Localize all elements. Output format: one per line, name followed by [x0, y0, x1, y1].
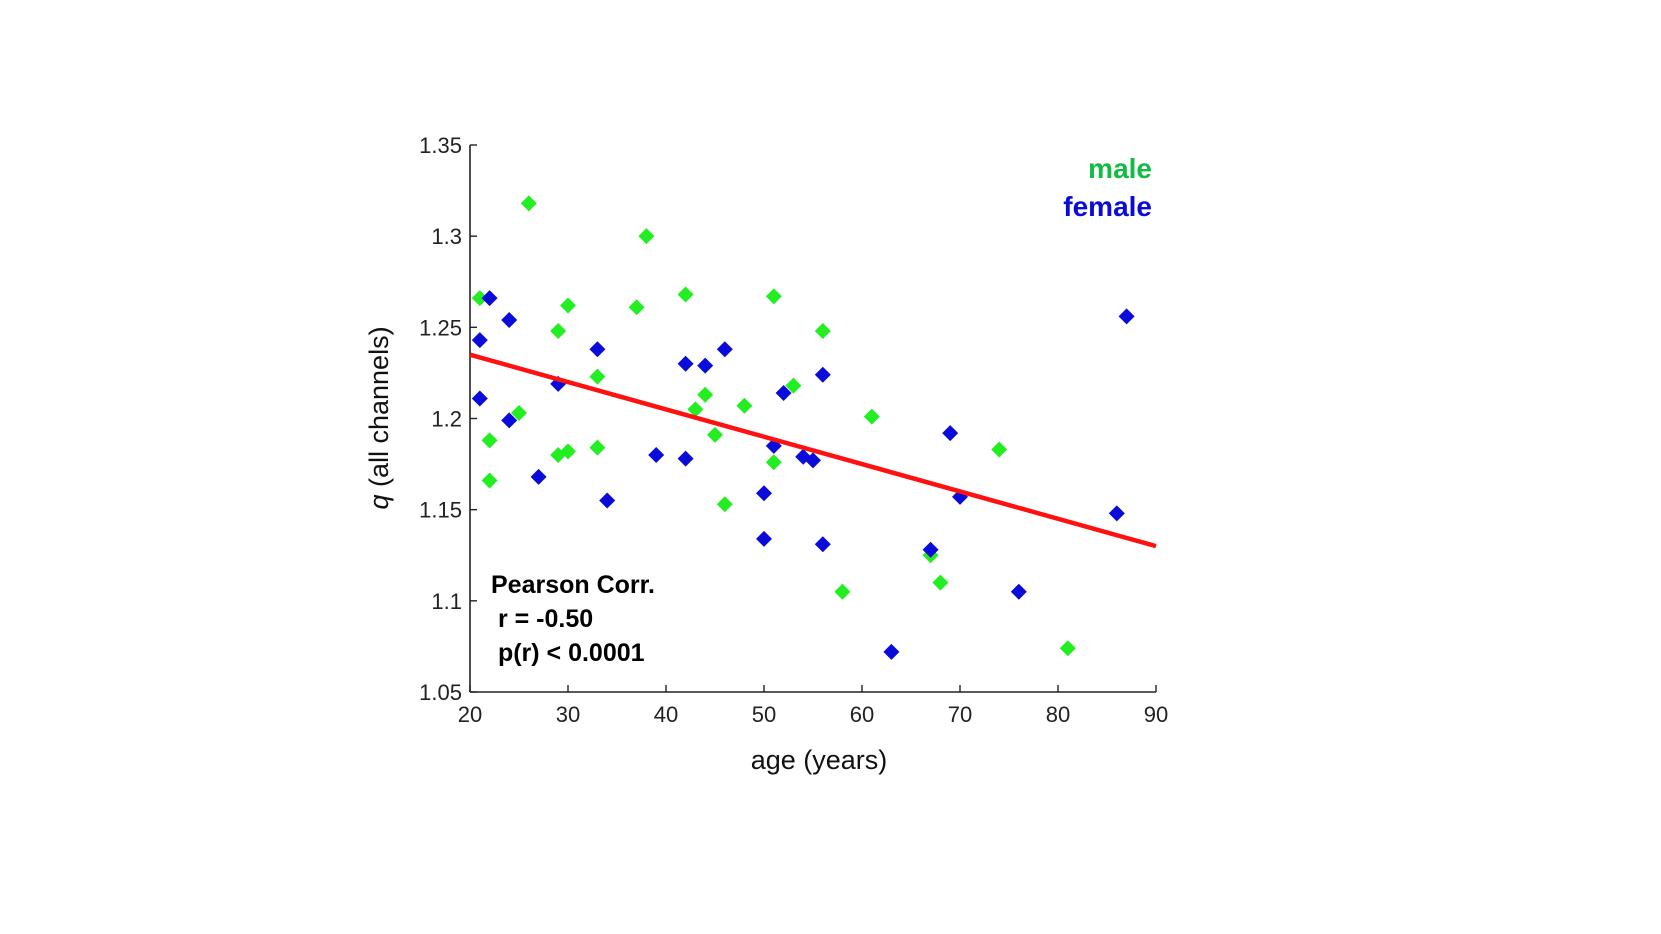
male-point	[560, 443, 576, 460]
male-point	[560, 297, 576, 314]
female-point	[599, 492, 616, 509]
male-point	[765, 288, 782, 305]
male-point	[471, 290, 488, 307]
stats-annotation: Pearson Corr. r = -0.50 p(r) < 0.0001	[491, 571, 655, 667]
male-point	[550, 322, 567, 339]
female-point	[814, 536, 831, 553]
y-ticks: 1.05 1.1 1.15 1.2 1.25 1.3 1.35	[419, 133, 477, 705]
y-tick-label: 1.2	[431, 407, 462, 432]
x-tick-label: 90	[1144, 702, 1168, 727]
x-axis-title: age (years)	[751, 745, 888, 775]
female-point	[589, 341, 606, 358]
male-point	[991, 441, 1008, 458]
male-point	[677, 286, 694, 303]
stats-p: p(r) < 0.0001	[491, 639, 645, 667]
x-tick-label: 30	[556, 702, 580, 727]
male-point	[589, 439, 606, 456]
y-tick-label: 1.05	[419, 680, 462, 705]
female-point	[501, 312, 518, 329]
female-point	[814, 366, 831, 383]
x-tick-label: 60	[850, 702, 874, 727]
male-point	[638, 228, 655, 245]
female-point	[805, 452, 821, 469]
y-axis-symbol: q	[364, 495, 394, 510]
male-point	[481, 472, 498, 489]
regression-line	[469, 352, 1157, 549]
y-tick-label: 1.15	[419, 498, 462, 523]
x-ticks: 20 30 40 50 60 70 80 90	[458, 685, 1168, 727]
male-point	[589, 368, 606, 385]
female-point	[922, 541, 939, 558]
female-point	[697, 357, 714, 374]
male-point	[520, 195, 537, 212]
male-point	[932, 574, 949, 591]
male-point	[697, 386, 714, 403]
female-point	[775, 384, 792, 401]
y-axis-title-rest: (all channels)	[364, 326, 394, 494]
male-point	[511, 405, 527, 422]
female-point	[756, 530, 772, 547]
y-tick-label: 1.1	[431, 589, 462, 614]
male-point	[707, 426, 723, 443]
stats-r: r = -0.50	[491, 605, 593, 633]
male-point	[814, 322, 831, 339]
female-point	[471, 332, 488, 349]
female-point	[883, 643, 900, 660]
male-point	[687, 401, 704, 418]
legend: male female	[1063, 153, 1152, 222]
female-point	[481, 290, 498, 307]
male-point	[834, 583, 851, 600]
male-point	[628, 299, 645, 316]
legend-male: male	[1088, 153, 1152, 184]
female-point	[716, 341, 733, 358]
x-tick-label: 70	[948, 702, 972, 727]
y-axis-title: q (all channels)	[364, 326, 394, 509]
y-tick-label: 1.25	[419, 315, 462, 340]
female-point	[756, 485, 772, 502]
female-point	[1118, 308, 1135, 325]
female-point	[501, 412, 518, 429]
male-point	[736, 397, 753, 414]
male-point	[863, 408, 880, 425]
male-point	[765, 454, 782, 471]
male-point	[1059, 640, 1076, 657]
female-point	[530, 468, 547, 485]
male-point	[481, 432, 498, 449]
data-points	[471, 195, 1135, 660]
female-point	[677, 355, 694, 372]
legend-female: female	[1063, 191, 1152, 222]
female-point	[1108, 505, 1125, 522]
female-point	[471, 390, 488, 407]
y-tick-label: 1.3	[431, 224, 462, 249]
stats-title: Pearson Corr.	[491, 571, 655, 599]
male-point	[716, 496, 733, 513]
x-tick-label: 50	[752, 702, 776, 727]
y-tick-label: 1.35	[419, 133, 462, 158]
female-point	[677, 450, 694, 467]
x-tick-label: 80	[1046, 702, 1070, 727]
female-point	[1010, 583, 1027, 600]
x-tick-label: 40	[654, 702, 678, 727]
female-point	[942, 425, 959, 442]
x-tick-label: 20	[458, 702, 482, 727]
male-point	[785, 377, 802, 394]
female-point	[648, 446, 665, 463]
